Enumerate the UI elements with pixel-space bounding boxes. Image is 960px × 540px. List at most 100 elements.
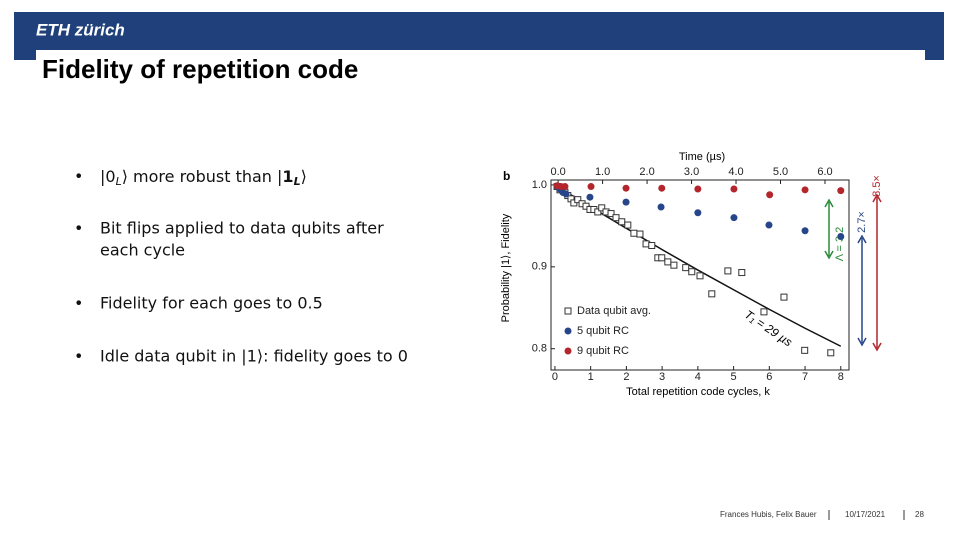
header-bar-right [925, 50, 944, 60]
data-point [801, 186, 809, 194]
bullet-text: each cycle [100, 241, 185, 260]
x-tick-label: 8 [838, 371, 844, 383]
data-point [738, 269, 746, 277]
data-point [561, 183, 569, 191]
x-tick-label: 1 [588, 371, 594, 383]
data-point [658, 184, 666, 192]
y-tick-label: 0.9 [532, 261, 547, 273]
header-bar [14, 12, 944, 50]
header-bar-left [14, 50, 36, 60]
data-point [682, 264, 690, 272]
footer-date: 10/17/2021 [845, 510, 886, 519]
data-point [618, 218, 626, 226]
data-point [694, 185, 702, 193]
data-point [658, 254, 666, 262]
data-point [587, 183, 595, 191]
bullet-run: ⟩ [301, 167, 307, 186]
data-point [696, 272, 704, 280]
x2-tick-label: 6.0 [817, 166, 832, 178]
x2-tick-label: 0.0 [550, 166, 565, 178]
x-axis-label: Total repetition code cycles, k [626, 386, 770, 398]
bullet-list: • |0L⟩ more robust than |1L⟩ • Bit flips… [74, 167, 408, 366]
x2-tick-label: 3.0 [684, 166, 699, 178]
data-point [648, 242, 656, 250]
x-tick-label: 2 [623, 371, 629, 383]
annotation: 8.5× [871, 175, 883, 197]
data-point [730, 214, 738, 222]
bullet-text: Idle data qubit in |1⟩: fidelity goes to… [100, 347, 408, 366]
x-tick-label: 3 [659, 371, 665, 383]
data-point [766, 191, 774, 199]
bullet-run: |0 [100, 167, 116, 186]
data-point [760, 308, 768, 316]
arrow-head [872, 193, 882, 352]
data-point [594, 208, 602, 216]
footer: Frances Hubis, Felix Bauer 10/17/2021 28 [720, 510, 924, 520]
legend-marker [564, 327, 572, 335]
legend-marker [564, 307, 572, 315]
data-point [574, 196, 582, 204]
data-point [562, 190, 570, 198]
bullet-sub: L [294, 175, 301, 188]
bullet-dot: • [74, 219, 83, 238]
bullet-text: |0L⟩ more robust than |1L⟩ [100, 167, 307, 189]
data-point [837, 187, 845, 195]
data-point [622, 184, 630, 192]
data-point [642, 240, 650, 248]
bullet-text: Fidelity for each goes to 0.5 [100, 294, 323, 313]
data-point [622, 198, 630, 206]
data-point [598, 204, 606, 212]
data-point [724, 267, 732, 275]
x-tick-label: 4 [695, 371, 701, 383]
legend-label: 5 qubit RC [577, 325, 629, 337]
data-point [664, 258, 672, 266]
x2-tick-label: 2.0 [639, 166, 654, 178]
plot-frame [550, 179, 850, 371]
data-point [607, 210, 615, 218]
logo: ETH zürich [36, 20, 125, 39]
data-point [636, 230, 644, 238]
legend-marker [564, 347, 572, 355]
x-tick-label: 7 [802, 371, 808, 383]
arrow-head [824, 198, 834, 260]
arrow-head [857, 234, 867, 347]
data-point [801, 346, 809, 354]
bullet-run: ⟩ more robust than | [122, 167, 283, 186]
y-axis-label: Probability |1⟩, Fidelity [500, 213, 512, 322]
legend-label: 9 qubit RC [577, 345, 629, 357]
data-point [780, 293, 788, 301]
data-point [657, 203, 665, 211]
x2-tick-label: 4.0 [728, 166, 743, 178]
data-point [586, 193, 594, 201]
x-tick-label: 0 [552, 371, 558, 383]
x2-tick-label: 5.0 [773, 166, 788, 178]
legend-label: Data qubit avg. [577, 305, 651, 317]
x-tick-label: 6 [766, 371, 772, 383]
bullet-text: Bit flips applied to data qubits after [100, 219, 384, 238]
bullet-run: 1 [282, 167, 293, 186]
data-point [708, 290, 716, 298]
data-point [612, 214, 620, 222]
data-point [801, 227, 809, 235]
data-point [624, 221, 632, 229]
annotation: 2.7× [856, 211, 868, 233]
footer-page: 28 [915, 510, 924, 519]
fit-label: T₁ = 29 µs [742, 307, 795, 349]
y-tick-label: 0.8 [532, 343, 547, 355]
data-point [837, 233, 845, 241]
x2-axis-label: Time (µs) [679, 151, 725, 163]
footer-authors: Frances Hubis, Felix Bauer [720, 510, 817, 519]
data-point [827, 349, 835, 357]
bullet-dot: • [74, 167, 83, 186]
panel-label: b [503, 169, 510, 183]
data-point [630, 229, 638, 237]
data-point [694, 209, 702, 217]
data-point [765, 221, 773, 229]
data-point [670, 261, 678, 269]
chart: b Time (µs) Total repetition code cycles… [500, 151, 883, 398]
x2-tick-label: 1.0 [595, 166, 610, 178]
x-tick-label: 5 [731, 371, 737, 383]
bullet-sub: L [116, 175, 122, 188]
bullet-dot: • [74, 347, 83, 366]
